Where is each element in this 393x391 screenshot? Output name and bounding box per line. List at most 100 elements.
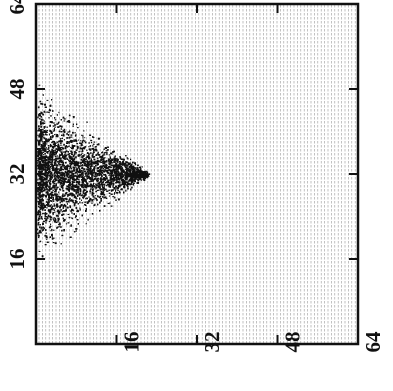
density-point [46, 156, 48, 158]
density-point [55, 158, 56, 159]
density-point [109, 166, 111, 168]
density-point [94, 204, 95, 205]
density-point [78, 223, 79, 225]
density-point [39, 230, 41, 232]
density-point [86, 122, 88, 123]
density-point [66, 193, 67, 194]
density-point [115, 200, 117, 201]
density-point [109, 183, 111, 184]
density-point [57, 126, 59, 128]
density-point [48, 141, 49, 142]
density-point [46, 233, 47, 234]
density-point [88, 196, 89, 197]
density-point [59, 223, 61, 224]
density-point [62, 181, 64, 182]
density-point [96, 174, 98, 176]
density-point [89, 190, 91, 192]
density-point [125, 190, 126, 192]
density-point [44, 142, 46, 144]
density-point [90, 192, 91, 193]
density-point [134, 174, 135, 176]
density-point [78, 211, 79, 213]
density-point [51, 165, 53, 167]
density-point [40, 148, 41, 150]
density-point [82, 155, 84, 157]
density-point [40, 184, 42, 185]
density-point [118, 171, 120, 172]
density-point [130, 183, 131, 184]
density-point [53, 201, 55, 202]
density-point [48, 147, 49, 149]
density-point [57, 142, 59, 143]
density-point [59, 170, 60, 172]
density-point [70, 206, 72, 208]
density-point [61, 204, 63, 206]
density-point [103, 174, 105, 176]
density-point [42, 218, 43, 219]
density-point [95, 184, 96, 185]
density-point [47, 130, 48, 131]
density-point [106, 152, 108, 153]
density-point [65, 181, 66, 183]
density-point [104, 205, 106, 207]
density-point [45, 244, 47, 245]
density-point [55, 208, 56, 209]
density-point [56, 165, 58, 167]
density-point [111, 206, 113, 207]
density-point [107, 184, 109, 185]
density-point [87, 202, 89, 203]
density-point [53, 185, 54, 187]
density-point [54, 124, 55, 126]
density-point [44, 128, 45, 129]
density-point [130, 159, 131, 160]
density-point [56, 227, 57, 228]
density-point [137, 182, 139, 184]
density-point [98, 190, 99, 191]
density-point [40, 205, 41, 206]
density-point [76, 198, 78, 199]
density-point [68, 179, 69, 181]
density-point [55, 156, 57, 157]
density-point [77, 173, 78, 175]
density-point [83, 137, 84, 139]
density-point [76, 192, 78, 194]
density-point [117, 161, 119, 162]
density-point [37, 151, 38, 152]
density-point [108, 175, 109, 176]
density-point [40, 186, 42, 187]
density-point [58, 213, 59, 214]
density-point [72, 126, 74, 127]
density-point [79, 168, 80, 170]
density-point [55, 183, 57, 184]
density-point [43, 152, 45, 153]
density-point [115, 186, 117, 187]
density-point [53, 190, 54, 191]
density-point [44, 206, 46, 208]
density-point [103, 189, 105, 191]
density-point [51, 156, 52, 157]
density-point [73, 202, 75, 204]
density-point [64, 165, 66, 166]
density-point [137, 165, 139, 166]
density-point [82, 202, 83, 203]
density-point [47, 153, 48, 154]
density-point [58, 177, 59, 179]
density-point [122, 179, 124, 181]
density-point [62, 138, 63, 139]
density-point [69, 161, 71, 163]
density-point [44, 123, 45, 124]
density-point [92, 145, 93, 146]
density-point [86, 150, 87, 151]
density-point [101, 179, 102, 180]
density-point [43, 134, 45, 136]
density-point [103, 158, 105, 160]
density-point [114, 179, 115, 181]
density-point [86, 223, 87, 224]
density-point [72, 140, 74, 141]
density-point [81, 154, 82, 156]
density-point [87, 191, 88, 193]
density-point [60, 183, 62, 185]
density-point [97, 180, 98, 182]
density-point [38, 158, 40, 160]
density-point [116, 180, 118, 182]
